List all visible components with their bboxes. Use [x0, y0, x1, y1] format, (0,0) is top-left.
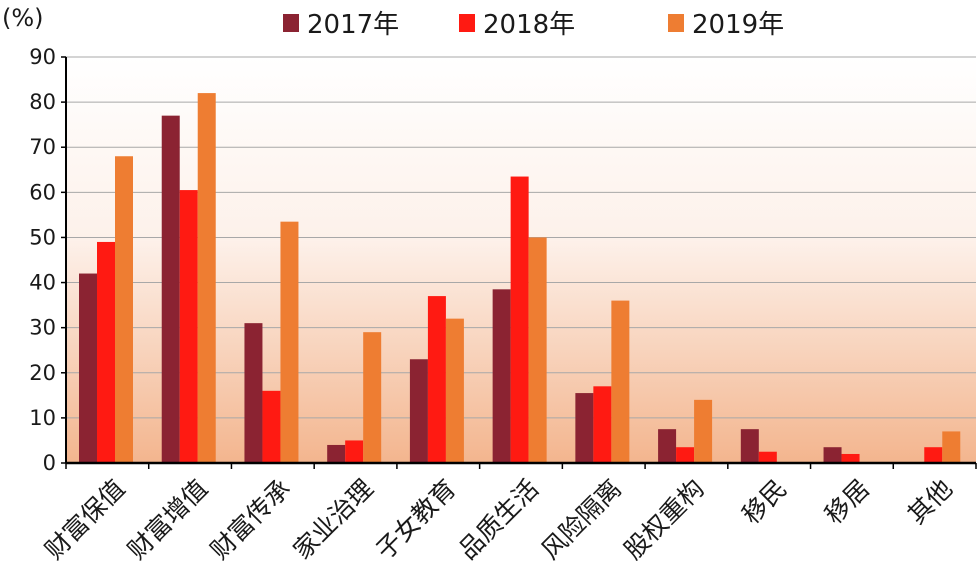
x-category-label: 财富增值 — [122, 474, 213, 565]
bar — [823, 447, 842, 463]
bar — [197, 93, 216, 463]
x-category-label: 财富传承 — [205, 474, 296, 565]
bar — [841, 453, 860, 463]
x-category-label: 品质生活 — [453, 474, 544, 565]
bar — [924, 447, 943, 463]
y-tick-label: 50 — [29, 225, 56, 249]
bar — [280, 221, 299, 463]
x-category-label: 其他 — [902, 474, 958, 530]
bar — [593, 386, 612, 463]
x-category-label: 移民 — [737, 474, 793, 530]
bar — [510, 176, 529, 464]
x-category-label: 风险隔离 — [536, 474, 627, 565]
y-unit-label: (%) — [2, 4, 44, 32]
y-tick-label: 0 — [43, 451, 56, 475]
bar — [427, 296, 446, 463]
y-tick-label: 60 — [29, 180, 56, 204]
bar — [528, 237, 547, 463]
bar — [79, 273, 97, 463]
x-category-label: 股权重构 — [618, 474, 709, 565]
bar — [758, 451, 777, 463]
bar — [676, 447, 695, 463]
legend-swatch — [459, 14, 475, 32]
bar — [694, 399, 713, 463]
x-category-label: 子女教育 — [370, 474, 461, 565]
y-tick-label: 20 — [29, 361, 56, 385]
legend-label: 2019年 — [692, 10, 784, 40]
bar — [611, 300, 630, 463]
bar — [179, 190, 198, 464]
y-tick-label: 90 — [29, 45, 56, 69]
bar — [262, 390, 281, 463]
x-category-label: 家业治理 — [288, 474, 379, 565]
axes — [65, 57, 977, 469]
bar — [97, 241, 115, 463]
bar — [740, 429, 759, 463]
bar — [244, 323, 263, 463]
legend-swatch — [283, 14, 299, 32]
bar — [327, 444, 346, 463]
x-category-label: 移居 — [819, 474, 875, 530]
bar — [363, 332, 382, 463]
y-tick-labels: 0 10 20 30 40 50 60 70 80 90 — [29, 45, 56, 475]
bar — [492, 289, 511, 463]
y-tick-label: 80 — [29, 90, 56, 114]
bars — [79, 93, 961, 464]
bar — [409, 359, 428, 463]
x-category-label: 财富保值 — [39, 474, 130, 565]
y-tick-label: 70 — [29, 135, 56, 159]
legend: 2017年 2018年 2019年 — [283, 10, 784, 40]
bar — [942, 431, 961, 463]
legend-label: 2017年 — [307, 10, 399, 40]
legend-label: 2018年 — [483, 10, 575, 40]
y-tick-label: 30 — [29, 316, 56, 340]
bar — [658, 429, 677, 463]
y-tick-label: 10 — [29, 406, 56, 430]
bar — [115, 156, 133, 463]
bar — [161, 115, 180, 464]
y-tick-label: 40 — [29, 271, 56, 295]
bar — [445, 318, 464, 463]
bar — [575, 393, 594, 463]
legend-swatch — [668, 14, 684, 32]
bar — [345, 440, 364, 463]
